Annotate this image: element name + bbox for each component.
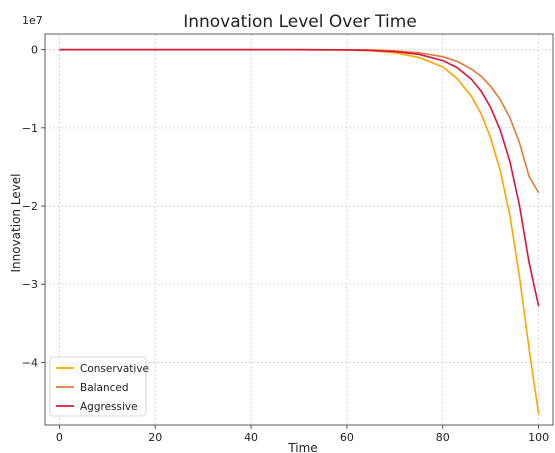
legend: Conservative Balanced Aggressive [49, 356, 149, 417]
x-axis-label: Time [287, 441, 317, 453]
x-tick-label: 0 [56, 431, 63, 444]
y-tick-label: 0 [31, 44, 38, 57]
legend-label-conservative: Conservative [80, 363, 149, 375]
legend-label-balanced: Balanced [80, 382, 129, 394]
y-offset-label: 1e7 [22, 14, 43, 27]
x-tick-label: 100 [528, 431, 549, 444]
x-tick-label: 60 [340, 431, 354, 444]
series-line-aggressive [59, 48, 540, 307]
y-tick-label: −3 [22, 278, 38, 291]
x-tick-label: 80 [436, 431, 450, 444]
chart-title: Innovation Level Over Time [183, 12, 417, 32]
y-tick-label: −1 [22, 122, 38, 135]
series-lines [59, 48, 540, 415]
series-line-balanced [59, 48, 540, 194]
legend-label-aggressive: Aggressive [80, 401, 138, 413]
y-axis-label: Innovation Level [9, 173, 23, 272]
y-tick-label: −2 [22, 200, 38, 213]
axis-ticks: 0 20 40 60 80 100 0 −1 −2 −3 −4 [22, 44, 549, 444]
x-tick-label: 20 [148, 431, 162, 444]
plot-area [44, 33, 554, 426]
legend-box [49, 356, 147, 417]
x-tick-label: 40 [244, 431, 258, 444]
y-tick-label: −4 [22, 356, 38, 369]
